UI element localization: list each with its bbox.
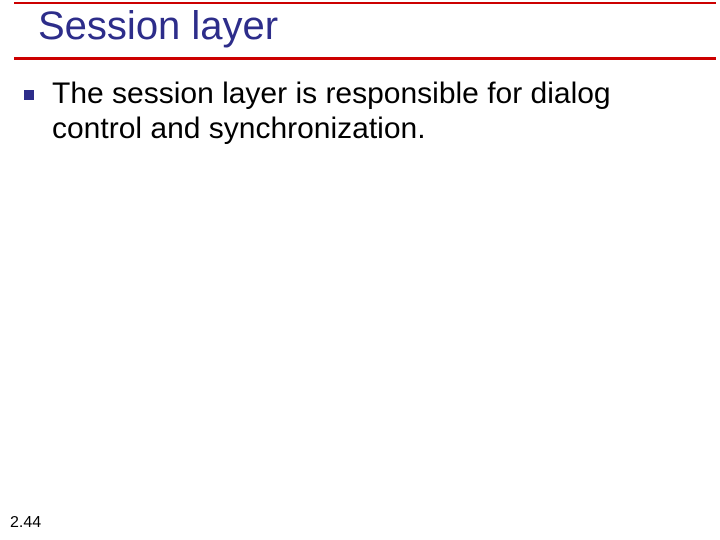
- bullet-text: The session layer is responsible for dia…: [52, 76, 702, 147]
- slide: Session layer The session layer is respo…: [0, 0, 720, 540]
- page-number: 2.44: [10, 514, 41, 532]
- rule-bottom: [14, 57, 716, 60]
- slide-title: Session layer: [38, 4, 278, 49]
- body-area: The session layer is responsible for dia…: [18, 76, 702, 147]
- square-bullet-icon: [24, 90, 34, 100]
- bullet-item: The session layer is responsible for dia…: [18, 76, 702, 147]
